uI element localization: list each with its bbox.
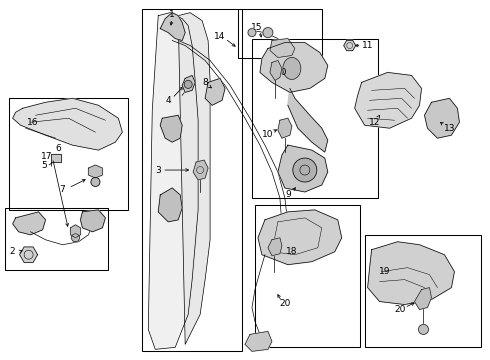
Polygon shape [80,210,105,232]
Bar [5,208,108,270]
Polygon shape [182,75,195,92]
Bar [365,235,481,347]
Text: 5: 5 [42,161,48,170]
Ellipse shape [283,58,301,80]
Polygon shape [368,242,454,305]
Text: 17: 17 [41,152,52,161]
Polygon shape [178,13,210,345]
Text: 14: 14 [215,32,226,41]
Polygon shape [158,188,182,222]
Circle shape [293,158,317,182]
Circle shape [72,234,79,242]
Polygon shape [245,332,272,351]
Text: 2: 2 [10,247,16,256]
Text: 1: 1 [170,10,175,19]
Polygon shape [13,98,122,150]
Circle shape [248,28,256,37]
Text: 16: 16 [27,118,38,127]
Text: 20: 20 [394,305,405,314]
Polygon shape [424,98,460,138]
Polygon shape [160,115,182,142]
Text: 4: 4 [166,96,171,105]
Polygon shape [268,238,282,256]
Polygon shape [160,13,185,41]
Text: 13: 13 [443,124,455,133]
Text: 6: 6 [56,144,61,153]
Bar [238,9,322,58]
Text: 20: 20 [279,299,291,308]
Polygon shape [260,42,328,92]
Circle shape [184,80,192,88]
Polygon shape [278,145,328,192]
Polygon shape [50,154,61,162]
Bar [252,39,378,198]
Polygon shape [20,247,38,262]
Text: 10: 10 [276,68,288,77]
Text: 7: 7 [60,185,65,194]
Polygon shape [89,165,102,178]
Bar [255,205,360,347]
Polygon shape [288,88,328,152]
Bar [142,9,242,351]
Text: 3: 3 [155,166,161,175]
Polygon shape [71,225,80,238]
Text: 18: 18 [286,247,297,256]
Polygon shape [270,39,295,58]
Polygon shape [193,160,208,180]
Polygon shape [415,288,432,310]
Text: 15: 15 [251,23,263,32]
Polygon shape [270,60,282,80]
Text: 19: 19 [379,267,391,276]
Text: 8: 8 [202,78,208,87]
Circle shape [418,324,428,334]
Text: 12: 12 [369,118,380,127]
Polygon shape [258,210,342,265]
Polygon shape [205,78,225,105]
Circle shape [263,28,273,37]
Circle shape [91,177,100,186]
Text: 11: 11 [362,41,373,50]
Bar [9,98,128,210]
Polygon shape [13,212,46,235]
Polygon shape [355,72,421,128]
Text: 10: 10 [262,130,274,139]
Text: 9: 9 [285,190,291,199]
Polygon shape [278,118,292,138]
Polygon shape [343,40,356,51]
Polygon shape [148,13,198,349]
